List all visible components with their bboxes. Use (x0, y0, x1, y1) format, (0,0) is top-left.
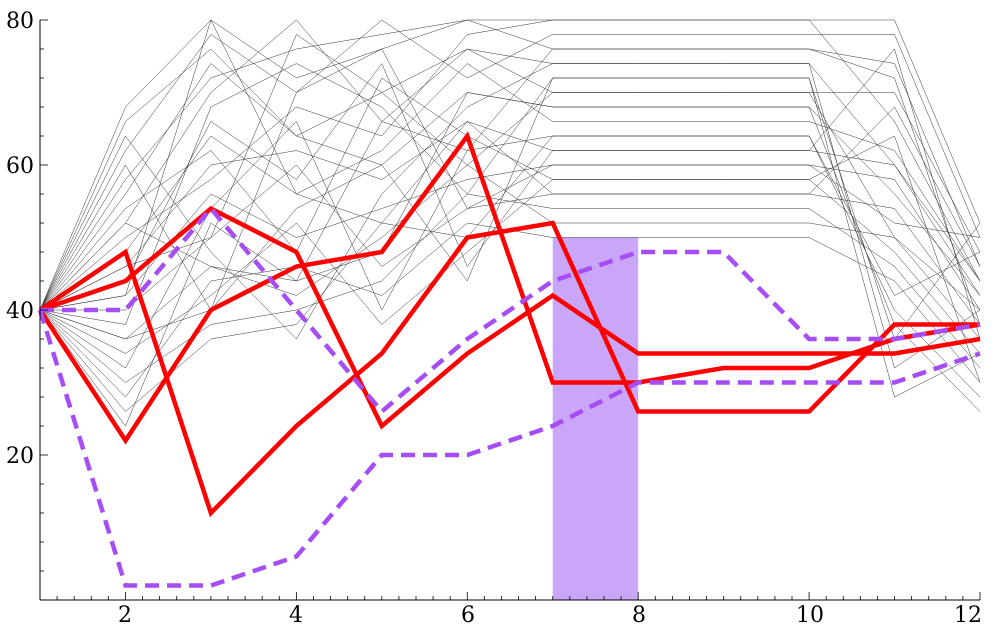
dashed-series-line (40, 205, 981, 415)
background-path (39, 48, 981, 311)
y-tick-label: 80 (6, 9, 34, 34)
background-path (39, 19, 981, 325)
background-path (39, 164, 981, 311)
x-tick-label: 10 (796, 603, 824, 628)
highlight-band-layer (552, 237, 639, 600)
background-path (39, 63, 981, 369)
background-path (39, 19, 981, 311)
dashed-series-line (37, 309, 981, 588)
red-series-line (38, 220, 980, 518)
background-path (39, 48, 981, 311)
red-series-line (39, 205, 981, 430)
dashed-series-layer (37, 205, 981, 588)
y-tick-label: 60 (6, 154, 34, 179)
red-series-layer (38, 131, 981, 518)
background-path (39, 19, 981, 311)
background-path (39, 63, 981, 311)
background-path (39, 48, 981, 340)
background-path (39, 121, 981, 369)
ticks (39, 19, 981, 601)
background-path (39, 48, 981, 311)
background-path (39, 63, 981, 398)
x-tick-label: 12 (954, 603, 982, 628)
x-tick-label: 8 (632, 603, 646, 628)
red-series-line (38, 131, 981, 445)
background-path (39, 179, 981, 354)
highlight-band (552, 237, 639, 600)
y-tick-label: 40 (6, 299, 34, 324)
y-tick-label: 20 (6, 444, 34, 469)
background-paths-layer (39, 19, 981, 427)
x-tick-label: 4 (289, 603, 303, 628)
x-tick-label: 2 (118, 603, 132, 628)
background-path (39, 34, 981, 311)
x-tick-label: 6 (461, 603, 475, 628)
background-path (39, 19, 981, 311)
background-path (39, 19, 981, 311)
background-path (39, 164, 981, 340)
background-path (39, 19, 981, 311)
background-path (39, 48, 981, 340)
